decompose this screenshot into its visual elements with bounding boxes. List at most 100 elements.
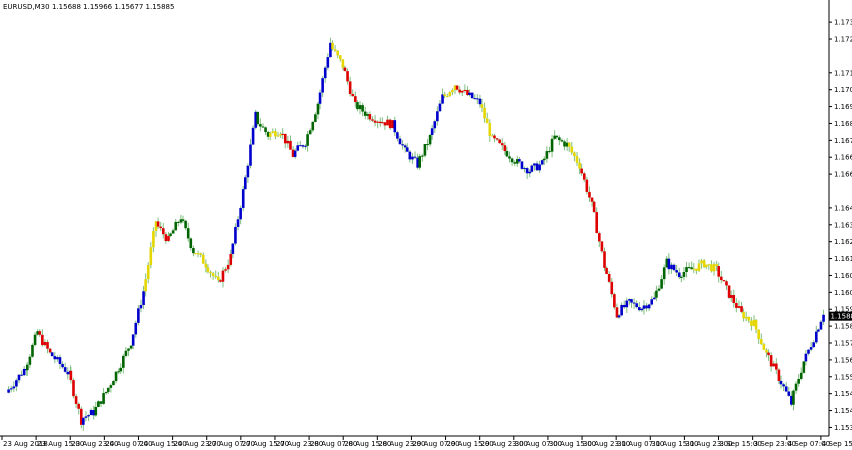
candle-body: [281, 133, 284, 135]
candle-body: [38, 331, 42, 335]
candle-body: [418, 156, 422, 168]
candle-body: [167, 235, 170, 242]
price-tick-label: 1.15835: [834, 323, 852, 331]
candle-body: [229, 253, 233, 265]
candle-body: [56, 357, 59, 360]
candle-body: [655, 290, 658, 298]
candle-body: [762, 344, 766, 350]
candle-body: [647, 304, 651, 309]
candle-body: [236, 219, 240, 227]
candle-body: [433, 121, 437, 129]
price-tick-label: 1.16345: [834, 221, 852, 229]
candle-body: [725, 281, 728, 286]
candle-body: [476, 98, 479, 100]
candle-body: [311, 121, 315, 131]
candle-body: [550, 138, 554, 152]
candle-body: [565, 142, 569, 147]
price-tick-label: 1.17025: [834, 86, 852, 94]
candle-body: [523, 168, 526, 170]
candle-body: [408, 151, 412, 160]
candle-body: [246, 165, 250, 178]
candle-body: [20, 374, 23, 376]
candle-body: [366, 114, 370, 116]
candle-body: [194, 253, 197, 255]
candle-body: [677, 272, 681, 278]
candle-body: [809, 347, 813, 350]
candle-body: [383, 122, 387, 126]
candle-body: [77, 403, 80, 409]
candle-body: [211, 273, 215, 277]
time-tick-label: 30 Aug 23:00: [583, 440, 630, 448]
candle-body: [453, 85, 457, 91]
candle-body: [573, 152, 576, 157]
candle-body: [675, 270, 678, 273]
candle-body: [635, 303, 638, 308]
candle-body: [580, 168, 583, 174]
chart-header-ohlc: 1.15688 1.15966 1.15677 1.15885: [52, 3, 174, 11]
candle-body: [603, 251, 606, 268]
candle-body: [513, 162, 517, 164]
candle-body: [164, 234, 168, 242]
candle-body: [82, 417, 85, 425]
time-tick-label: 27 Aug 23:00: [276, 440, 323, 448]
candle-body: [109, 385, 113, 388]
candle-body: [321, 78, 324, 93]
candle-body: [710, 264, 713, 272]
candle-body: [470, 92, 474, 99]
candle-body: [296, 145, 300, 151]
candle-body: [329, 42, 332, 58]
candle-body: [341, 59, 345, 68]
candle-body: [515, 159, 519, 164]
candle-body: [729, 295, 733, 298]
candle-body: [201, 254, 205, 264]
price-tick-label: 1.16600: [834, 171, 852, 179]
time-tick-label: 3 Sep 15:00: [720, 440, 762, 448]
candle-body: [97, 401, 100, 407]
candle-body: [779, 380, 783, 385]
candle-body: [545, 151, 549, 159]
candle-body: [53, 356, 57, 360]
candle-body: [12, 386, 16, 389]
candle-body: [271, 131, 275, 133]
candle-body: [690, 267, 694, 270]
candle-body: [251, 127, 255, 145]
candle-body: [695, 268, 698, 271]
time-tick-label: 29 Aug 15:00: [447, 440, 494, 448]
candle-body: [670, 264, 673, 270]
candle-body: [473, 98, 477, 100]
candle-body: [204, 263, 208, 268]
candle-body: [43, 342, 47, 346]
time-tick-label: 23 Aug 23:00: [71, 440, 118, 448]
candle-body: [308, 130, 312, 135]
candle-body: [333, 49, 337, 51]
candle-body: [797, 378, 800, 384]
candle-body: [488, 123, 492, 137]
candle-body: [715, 264, 718, 267]
time-tick-label: 4 Sep 15:00: [822, 440, 852, 448]
candle-body: [530, 165, 534, 172]
candle-body: [765, 349, 768, 353]
candle-body: [792, 390, 795, 405]
candle-body: [259, 124, 262, 127]
candle-body: [510, 158, 514, 163]
candle-body: [637, 307, 641, 311]
candle-body: [790, 395, 793, 405]
candle-body: [117, 371, 120, 373]
candle-body: [331, 42, 334, 50]
candle-body: [455, 85, 459, 90]
candle-body: [192, 248, 195, 254]
candle-body: [817, 329, 820, 332]
time-tick-label: 4 Sep 07:00: [788, 440, 830, 448]
candle-body: [144, 279, 147, 292]
candle-body: [299, 145, 302, 147]
candle-body: [542, 158, 546, 161]
time-tick-label: 27 Aug 15:00: [242, 440, 289, 448]
candle-body: [707, 264, 711, 266]
candle-body: [314, 114, 317, 122]
price-tick-label: 1.17110: [834, 69, 852, 77]
price-tick-label: 1.16175: [834, 255, 852, 263]
plot-area: [7, 37, 825, 431]
candle-body: [304, 145, 307, 147]
candle-body: [286, 140, 290, 144]
candle-body: [411, 156, 414, 160]
